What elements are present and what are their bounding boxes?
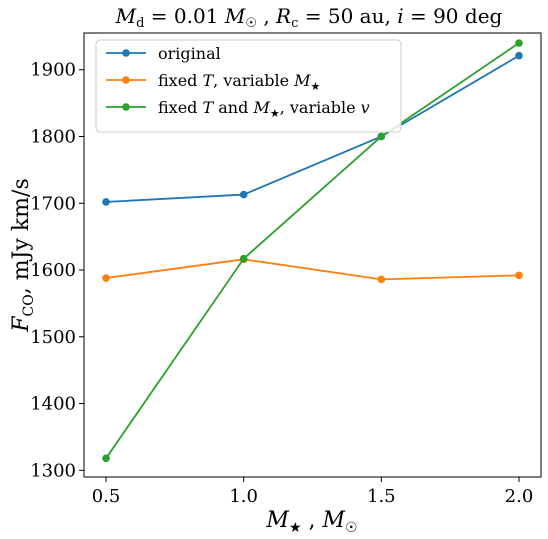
series-layer [102, 39, 523, 463]
y-tick-label: 1600 [30, 260, 76, 281]
data-point [102, 454, 110, 463]
x-axis-title: M★ , M☉ [265, 508, 357, 536]
legend-label-fixed-t: fixed T, variable M★ [158, 71, 321, 93]
y-tick-label: 1500 [30, 327, 76, 348]
y-tick-label: 1700 [30, 193, 76, 214]
x-tick-label: 2.0 [505, 486, 534, 507]
legend-marker-fixed-t [122, 76, 130, 84]
series-line-0 [105, 54, 520, 203]
legend-marker-fixed-t-m [122, 103, 130, 111]
data-point [239, 190, 248, 199]
plot-area-frame [83, 32, 542, 478]
y-tick-label: 1800 [30, 126, 76, 147]
data-point [377, 132, 386, 141]
x-tick-label: 0.5 [92, 486, 121, 507]
data-point [377, 275, 386, 284]
x-tick-label: 1.0 [229, 486, 258, 507]
data-point [515, 51, 523, 60]
y-tick-label: 1400 [30, 394, 76, 415]
series-line-2 [105, 42, 520, 459]
data-point [515, 271, 523, 280]
y-axis-title: FCO, mJy km/s [9, 178, 37, 332]
axis-ticks: 0.5 1.0 1.5 2.0 1300 1400 1500 1600 1700 1800 1900 [30, 60, 533, 507]
legend: original fixed T, variable M★ fixed T an… [95, 39, 402, 133]
data-point [102, 274, 110, 282]
legend-marker-original [122, 49, 130, 57]
legend-label-fixed-t-m: fixed T and M★, variable v [158, 98, 370, 120]
y-tick-label: 1900 [30, 60, 76, 81]
legend-box [95, 39, 402, 133]
y-tick-label: 1300 [30, 460, 76, 481]
legend-label-original: original [158, 44, 221, 63]
data-point [102, 198, 110, 206]
series-line-1 [105, 258, 520, 281]
data-point [239, 254, 248, 263]
x-tick-label: 1.5 [367, 486, 396, 507]
data-point [515, 39, 523, 47]
chart-title: Md = 0.01 M☉ , Rc = 50 au, i = 90 deg [115, 4, 503, 31]
